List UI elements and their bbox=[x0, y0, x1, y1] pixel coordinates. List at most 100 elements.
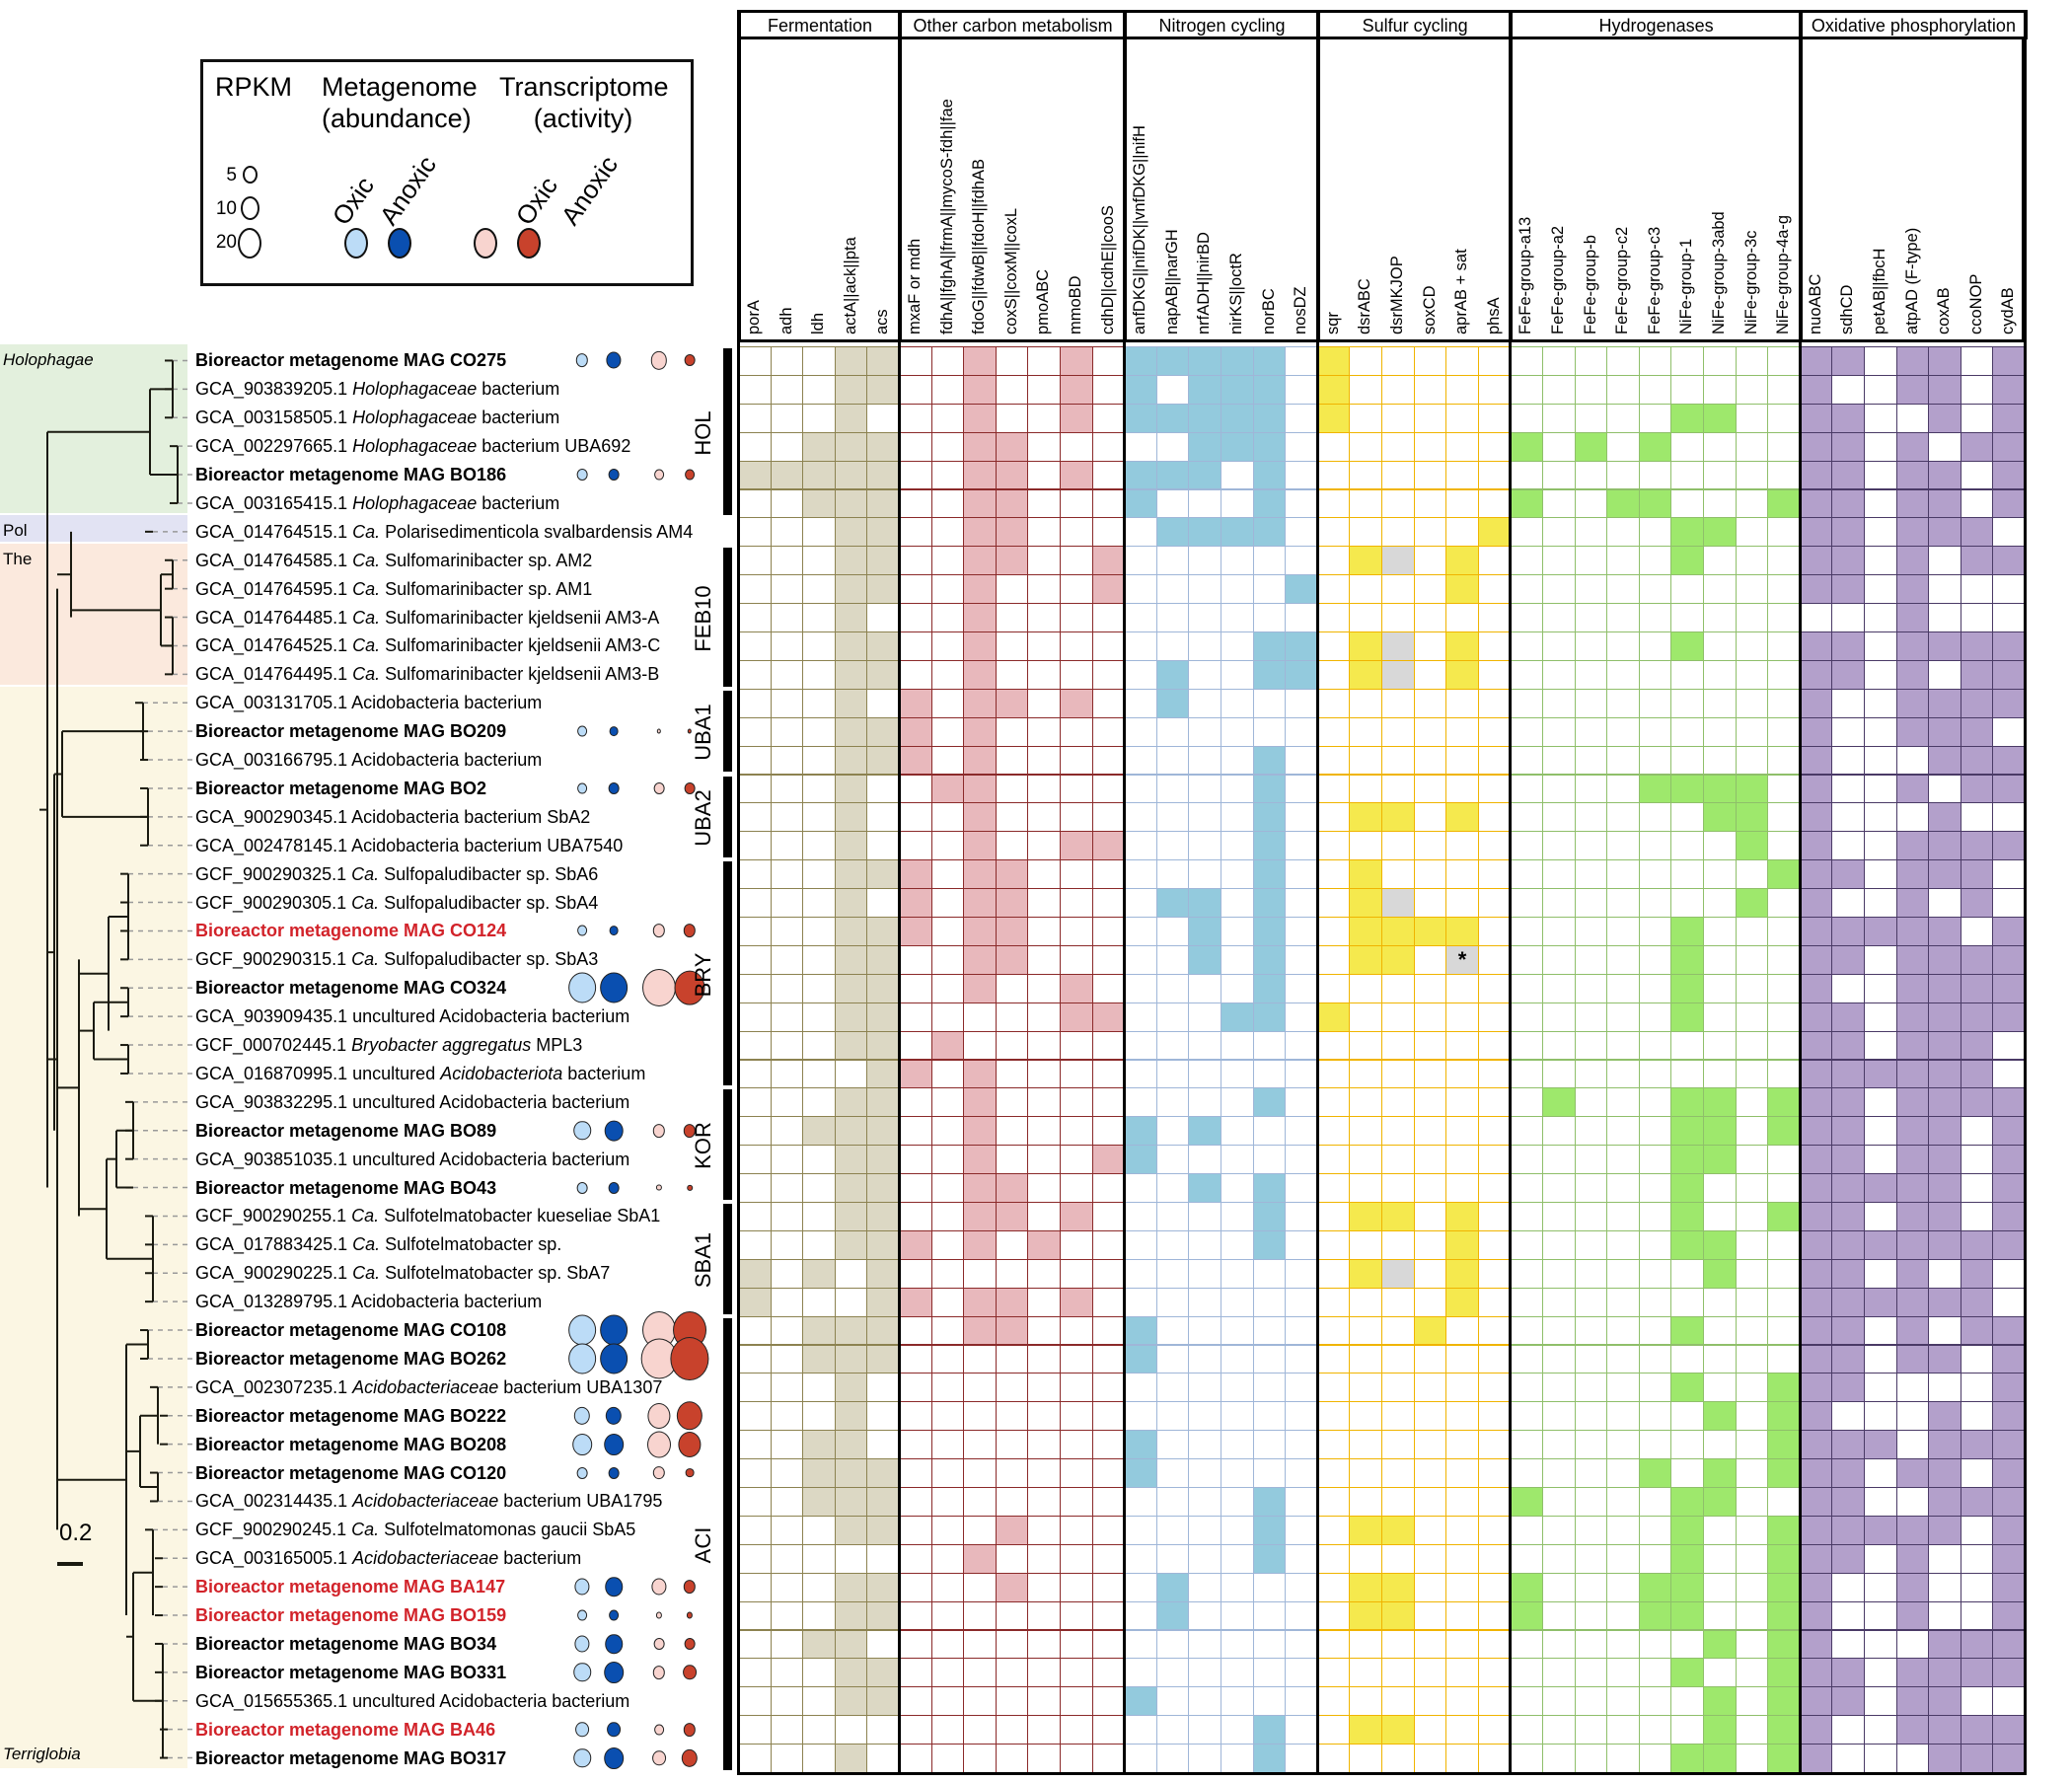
taxon-label[interactable]: GCA_003131705.1 Acidobacteria bacterium bbox=[195, 693, 542, 712]
taxon-label[interactable]: GCF_900290315.1 Ca. Sulfopaludibacter sp… bbox=[195, 949, 598, 969]
heatmap-cell bbox=[1831, 1002, 1865, 1032]
taxon-label[interactable]: Bioreactor metagenome MAG CO324 bbox=[195, 978, 506, 998]
taxon-label[interactable]: GCA_015655365.1 uncultured Acidobacteria… bbox=[195, 1691, 629, 1711]
taxon-label[interactable]: Bioreactor metagenome MAG CO124 bbox=[195, 921, 506, 940]
taxon-label[interactable]: Bioreactor metagenome MAG BO43 bbox=[195, 1178, 496, 1198]
taxon-label[interactable]: GCA_003165415.1 Holophagaceae bacterium bbox=[195, 493, 559, 513]
tx-oxic-bubble bbox=[652, 924, 666, 938]
band-holophagae bbox=[0, 344, 187, 514]
taxon-label[interactable]: GCA_014764585.1 Ca. Sulfomarinibacter sp… bbox=[195, 551, 592, 570]
heatmap-cell bbox=[1606, 574, 1640, 605]
meta-oxic-bubble bbox=[568, 1314, 596, 1346]
heatmap-cell bbox=[1091, 546, 1126, 576]
heatmap-cell bbox=[738, 1600, 772, 1631]
taxon-label[interactable]: GCF_900290255.1 Ca. Sulfotelmatobacter k… bbox=[195, 1206, 660, 1225]
organism-italic: Ca. bbox=[352, 607, 381, 628]
taxon-label[interactable]: Bioreactor metagenome MAG BO159 bbox=[195, 1605, 506, 1625]
heatmap-cell bbox=[1285, 1258, 1318, 1289]
heatmap-cell bbox=[834, 1401, 868, 1432]
organism-rest: Sulfomarinibacter kjeldsenii AM3-C bbox=[380, 635, 661, 656]
taxon-label[interactable]: Bioreactor metagenome MAG BO317 bbox=[195, 1748, 506, 1768]
heatmap-cell bbox=[1960, 1629, 1994, 1660]
taxon-label[interactable]: GCF_000702445.1 Bryobacter aggregatus MP… bbox=[195, 1035, 582, 1055]
taxon-label[interactable]: GCA_002307235.1 Acidobacteriaceae bacter… bbox=[195, 1377, 662, 1397]
taxon-label[interactable]: GCA_903839205.1 Holophagaceae bacterium bbox=[195, 379, 559, 399]
taxon-label[interactable]: Bioreactor metagenome MAG BO222 bbox=[195, 1406, 506, 1426]
legend-circle-10 bbox=[241, 196, 259, 220]
taxon-label[interactable]: GCF_900290245.1 Ca. Sulfotelmatomonas ga… bbox=[195, 1520, 635, 1539]
heatmap-cell bbox=[802, 1202, 836, 1231]
heatmap-cell bbox=[1188, 1116, 1221, 1147]
taxon-label[interactable]: GCA_014764495.1 Ca. Sulfomarinibacter kj… bbox=[195, 664, 659, 684]
heatmap-cell bbox=[866, 1287, 900, 1317]
taxon-label[interactable]: GCA_003165005.1 Acidobacteriaceae bacter… bbox=[195, 1548, 581, 1568]
taxon-label[interactable]: Bioreactor metagenome MAG BO331 bbox=[195, 1663, 506, 1682]
meta-anoxic-bubble bbox=[604, 1746, 624, 1769]
organism-rest: bacterium bbox=[562, 1063, 646, 1083]
heatmap-cell bbox=[1316, 1430, 1351, 1460]
heatmap-cell bbox=[1060, 1145, 1093, 1175]
taxon-label[interactable]: Bioreactor metagenome MAG CO120 bbox=[195, 1463, 506, 1483]
heatmap-cell bbox=[802, 1173, 836, 1203]
heatmap-cell bbox=[834, 831, 868, 861]
taxon-label[interactable]: GCA_003158505.1 Holophagaceae bacterium bbox=[195, 408, 559, 427]
taxon-label[interactable]: GCA_903909435.1 uncultured Acidobacteria… bbox=[195, 1006, 629, 1026]
taxon-label[interactable]: GCA_002478145.1 Acidobacteria bacterium … bbox=[195, 836, 623, 855]
heatmap-cell bbox=[1703, 603, 1737, 632]
taxon-label[interactable]: Bioreactor metagenome MAG BO208 bbox=[195, 1435, 506, 1454]
heatmap-cell bbox=[1542, 973, 1576, 1003]
taxon-label[interactable]: Bioreactor metagenome MAG BO209 bbox=[195, 721, 506, 741]
taxon-label[interactable]: GCA_903851035.1 uncultured Acidobacteria… bbox=[195, 1150, 629, 1169]
heatmap-cell bbox=[1510, 1373, 1543, 1403]
taxon-label[interactable]: GCA_016870995.1 uncultured Acidobacterio… bbox=[195, 1064, 645, 1083]
heatmap-cell bbox=[1960, 1116, 1994, 1147]
taxon-label[interactable]: GCA_014764485.1 Ca. Sulfomarinibacter kj… bbox=[195, 608, 659, 628]
taxon-label[interactable]: GCF_900290325.1 Ca. Sulfopaludibacter sp… bbox=[195, 864, 598, 884]
taxon-label[interactable]: GCA_002314435.1 Acidobacteriaceae bacter… bbox=[195, 1491, 662, 1511]
taxon-label[interactable]: GCA_003166795.1 Acidobacteria bacterium bbox=[195, 750, 542, 770]
heatmap-cell bbox=[1703, 659, 1737, 690]
heatmap-cell bbox=[1992, 688, 2026, 718]
heatmap-cell bbox=[1574, 431, 1608, 462]
taxon-label[interactable]: GCA_014764595.1 Ca. Sulfomarinibacter sp… bbox=[195, 579, 592, 599]
heatmap-cell bbox=[1767, 1515, 1801, 1545]
taxon-label[interactable]: Bioreactor metagenome MAG BO2 bbox=[195, 779, 486, 798]
heatmap-cell bbox=[1510, 488, 1543, 519]
taxon-label[interactable]: Bioreactor metagenome MAG BA46 bbox=[195, 1720, 495, 1740]
heatmap-cell bbox=[1221, 1002, 1254, 1032]
heatmap-cell bbox=[1091, 1430, 1126, 1460]
heatmap-cell bbox=[930, 546, 965, 576]
taxon-label[interactable]: GCA_900290345.1 Acidobacteria bacterium … bbox=[195, 807, 590, 827]
heatmap-cell bbox=[1767, 944, 1801, 975]
taxon-label[interactable]: GCA_013289795.1 Acidobacteria bacterium bbox=[195, 1292, 542, 1311]
taxon-label[interactable]: GCA_017883425.1 Ca. Sulfotelmatobacter s… bbox=[195, 1234, 561, 1254]
heatmap-cell bbox=[1960, 831, 1994, 861]
taxon-label[interactable]: Bioreactor metagenome MAG BO89 bbox=[195, 1121, 496, 1141]
heatmap-cell bbox=[1864, 1229, 1897, 1260]
taxon-label[interactable]: Bioreactor metagenome MAG BO186 bbox=[195, 465, 506, 484]
taxon-label[interactable]: GCF_900290305.1 Ca. Sulfopaludibacter sp… bbox=[195, 893, 598, 913]
heatmap-cell bbox=[770, 1116, 804, 1147]
legend-meta-oxic-label: Oxic bbox=[326, 171, 381, 231]
taxon-label[interactable]: GCA_002297665.1 Holophagaceae bacterium … bbox=[195, 436, 630, 456]
taxon-label[interactable]: Bioreactor metagenome MAG BO34 bbox=[195, 1634, 496, 1654]
heatmap-cell bbox=[1574, 973, 1608, 1003]
taxon-label[interactable]: Bioreactor metagenome MAG BA147 bbox=[195, 1577, 505, 1596]
heatmap-cell bbox=[1928, 774, 1961, 804]
legend-metagenome-title: Metagenome bbox=[322, 72, 478, 102]
heatmap-cell bbox=[963, 1515, 997, 1545]
heatmap-cell bbox=[1574, 488, 1608, 519]
heatmap-cell bbox=[1992, 1059, 2026, 1089]
heatmap-cell bbox=[1864, 374, 1897, 405]
taxon-label[interactable]: GCA_014764515.1 Ca. Polarisedimenticola … bbox=[195, 522, 693, 542]
taxon-label[interactable]: GCA_903832295.1 uncultured Acidobacteria… bbox=[195, 1092, 629, 1112]
heatmap-cell bbox=[1316, 1572, 1351, 1602]
heatmap-cell bbox=[1124, 1229, 1157, 1260]
taxon-label[interactable]: GCA_900290225.1 Ca. Sulfotelmatobacter s… bbox=[195, 1263, 610, 1283]
heatmap-cell bbox=[1510, 888, 1543, 918]
taxon-label[interactable]: GCA_014764525.1 Ca. Sulfomarinibacter kj… bbox=[195, 635, 660, 655]
taxon-label[interactable]: Bioreactor metagenome MAG CO108 bbox=[195, 1320, 506, 1340]
taxon-label[interactable]: Bioreactor metagenome MAG BO262 bbox=[195, 1349, 506, 1369]
taxon-label[interactable]: Bioreactor metagenome MAG CO275 bbox=[195, 350, 506, 370]
heatmap-cell bbox=[1477, 1145, 1512, 1175]
